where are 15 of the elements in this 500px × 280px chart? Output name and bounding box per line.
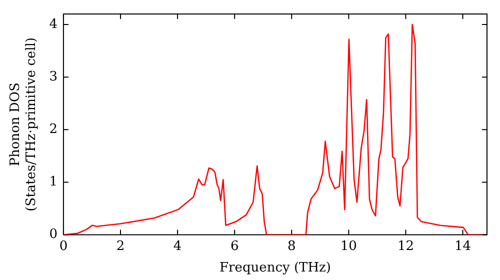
y-tick-label: 0 bbox=[49, 227, 58, 242]
y-tick-label: 1 bbox=[49, 174, 58, 190]
x-axis-title: Frequency (THz) bbox=[220, 260, 331, 276]
x-tick-label: 2 bbox=[116, 238, 125, 254]
y-tick-label: 4 bbox=[49, 16, 58, 32]
x-tick-label: 8 bbox=[287, 238, 296, 254]
y-axis-title: Phonon DOS (States/THz·primitive cell) bbox=[8, 37, 39, 212]
x-tick-label: 6 bbox=[230, 238, 239, 254]
x-tick-label: 0 bbox=[59, 238, 68, 254]
y-tick-label: 3 bbox=[49, 69, 58, 84]
y-tick-label: 2 bbox=[49, 122, 58, 138]
x-tick-label: 14 bbox=[454, 238, 472, 254]
x-tick-label: 4 bbox=[173, 238, 182, 254]
x-tick-label: 12 bbox=[397, 238, 414, 254]
x-tick-label: 10 bbox=[340, 238, 357, 254]
